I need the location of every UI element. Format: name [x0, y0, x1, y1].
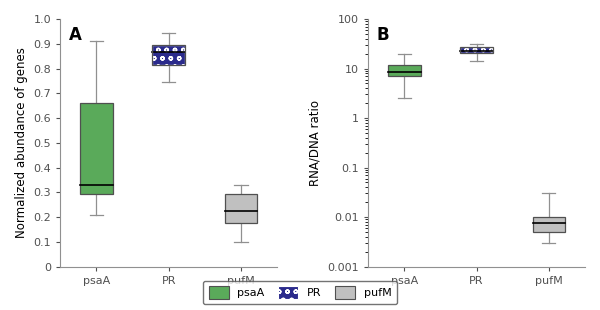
Bar — [225, 193, 257, 223]
Bar — [460, 47, 493, 53]
Legend: psaA, PR, pufM: psaA, PR, pufM — [203, 281, 397, 304]
Bar — [533, 217, 565, 232]
Y-axis label: RNA/DNA ratio: RNA/DNA ratio — [309, 100, 322, 186]
Bar — [80, 103, 113, 193]
Bar — [460, 47, 493, 53]
Bar — [152, 45, 185, 65]
Y-axis label: Normalized abundance of genes: Normalized abundance of genes — [15, 47, 28, 238]
Text: B: B — [377, 26, 389, 44]
Text: A: A — [69, 26, 82, 44]
Bar — [152, 45, 185, 65]
Bar — [388, 64, 421, 76]
